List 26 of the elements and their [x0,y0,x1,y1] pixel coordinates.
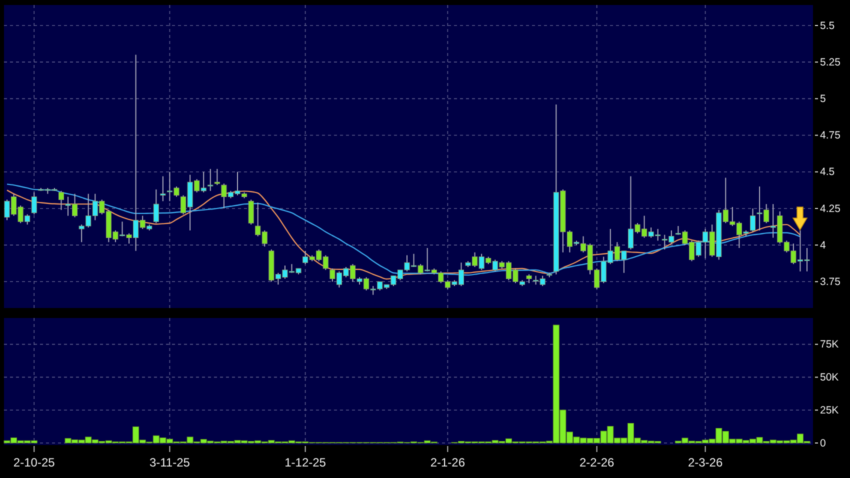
candlestick [208,168,214,192]
x-tick-label: 3-11-25 [149,456,190,470]
y-tick-label: 5.25 [820,56,841,68]
x-tick-label: 2-1-26 [430,456,466,470]
candlestick [248,199,254,226]
y-tick-label: 75K [820,338,839,351]
candlestick [31,192,37,215]
y-tick-label: 4.5 [820,166,835,178]
candlestick [214,168,220,186]
y-tick-label: 0 [820,437,826,450]
y-tick-label: 4.25 [820,202,841,215]
y-tick-label: 5.5 [820,20,835,32]
y-tick-label: 50K [820,372,839,384]
x-tick-label: 2-3-26 [688,456,723,470]
candlestick [58,190,64,210]
y-tick-label: 4.75 [820,130,841,142]
x-tick-label: 1-12-25 [284,456,326,470]
y-tick-label: 4 [820,239,826,252]
candlestick [160,176,166,202]
x-tick-label: 2-10-25 [13,456,56,470]
y-tick-label: 5 [820,93,826,106]
candlestick [750,208,756,232]
y-tick-label: 3.75 [820,276,841,288]
x-tick-label: 2-2-26 [579,456,614,470]
y-tick-label: 25K [820,404,839,416]
candlestick [153,188,159,224]
